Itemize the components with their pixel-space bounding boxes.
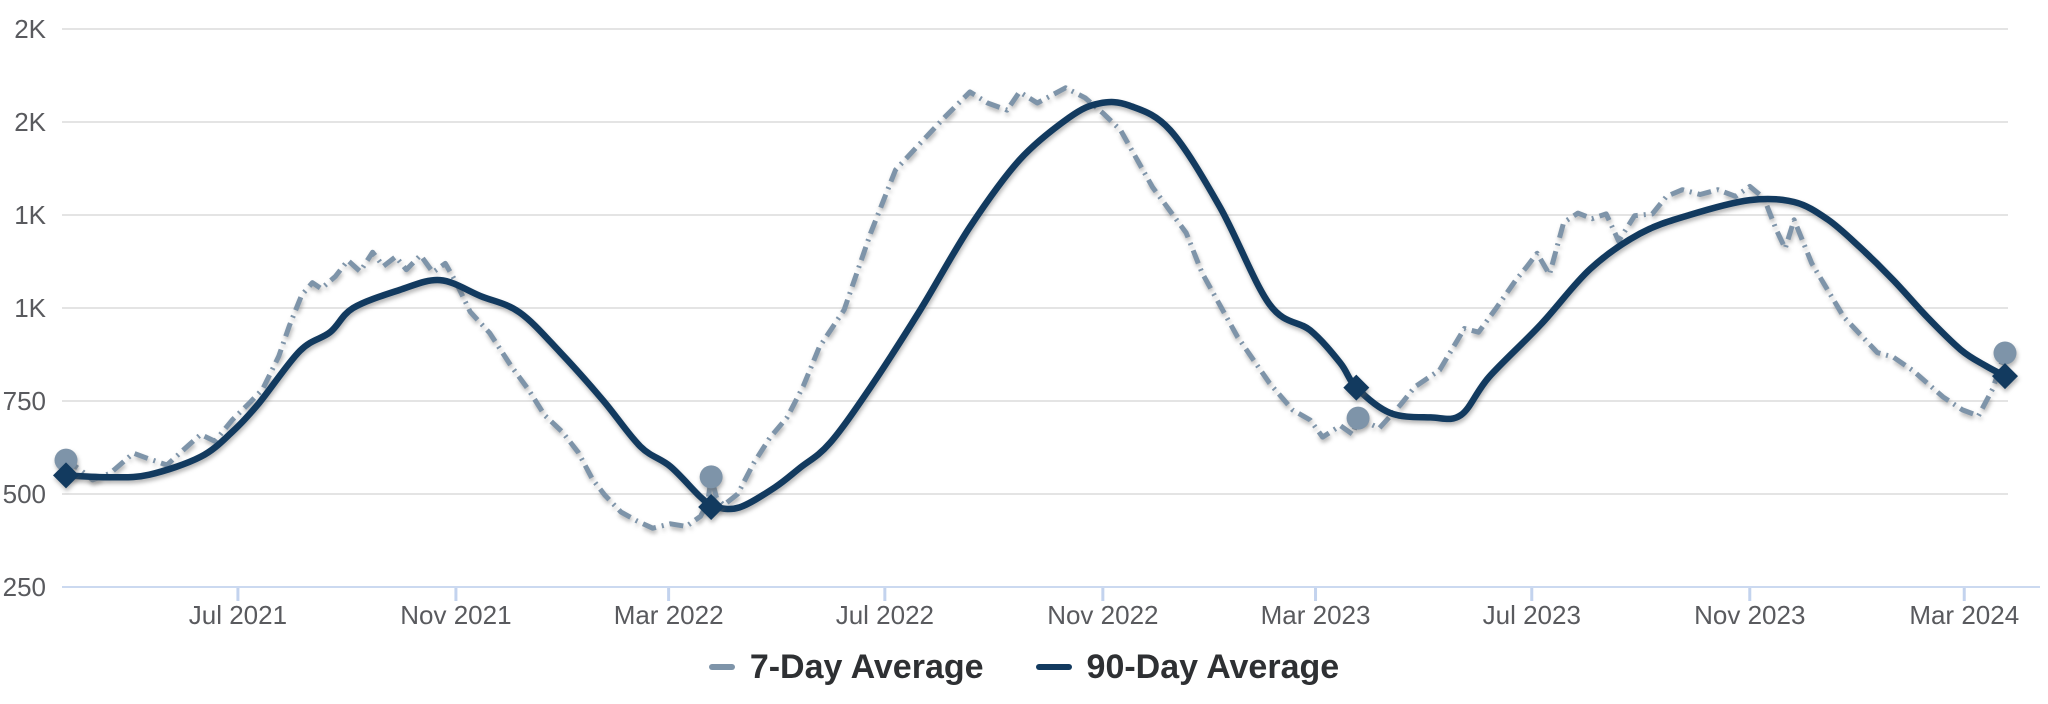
chart-legend: 7-Day Average 90-Day Average	[0, 641, 2048, 693]
y-axis-label: 2K	[14, 14, 46, 44]
legend-label-90-day: 90-Day Average	[1086, 647, 1340, 686]
series-line-90-day	[65, 98, 2007, 513]
y-axis-label: 1K	[14, 293, 46, 323]
x-axis-label: Nov 2023	[1694, 600, 1805, 630]
marker-circle-7-day[interactable]	[54, 448, 78, 472]
x-axis-label: Jul 2023	[1483, 600, 1581, 630]
y-axis-label: 2K	[14, 107, 46, 137]
marker-diamond-90-day[interactable]	[698, 494, 725, 521]
x-axis-label: Nov 2021	[400, 600, 511, 630]
series-line-7-day	[64, 85, 2008, 531]
marker-circle-7-day[interactable]	[1993, 341, 2017, 365]
y-axis-label: 500	[3, 479, 46, 509]
x-axis-label: Mar 2023	[1261, 600, 1371, 630]
marker-circle-7-day[interactable]	[699, 465, 723, 489]
legend-swatch-7-day-icon	[708, 664, 735, 670]
y-axis-label: 250	[3, 572, 46, 602]
y-axis-label: 750	[3, 386, 46, 416]
legend-item-90-day-average[interactable]: 90-Day Average	[1035, 647, 1340, 687]
x-axis-label: Mar 2024	[1909, 600, 2019, 630]
x-axis-label: Jul 2022	[836, 600, 934, 630]
marker-circle-7-day[interactable]	[1346, 406, 1370, 430]
legend-item-7-day-average[interactable]: 7-Day Average	[708, 647, 984, 687]
x-axis-label: Mar 2022	[614, 600, 724, 630]
legend-swatch-90-day-icon	[1035, 664, 1072, 670]
marker-diamond-90-day[interactable]	[53, 462, 79, 489]
y-axis-label: 1K	[14, 200, 46, 230]
x-axis-label: Jul 2021	[189, 600, 287, 630]
legend-label-7-day: 7-Day Average	[749, 647, 984, 686]
x-axis-label: Nov 2022	[1047, 600, 1158, 630]
marker-diamond-90-day[interactable]	[1343, 374, 1370, 401]
marker-diamond-90-day[interactable]	[1992, 363, 2018, 390]
